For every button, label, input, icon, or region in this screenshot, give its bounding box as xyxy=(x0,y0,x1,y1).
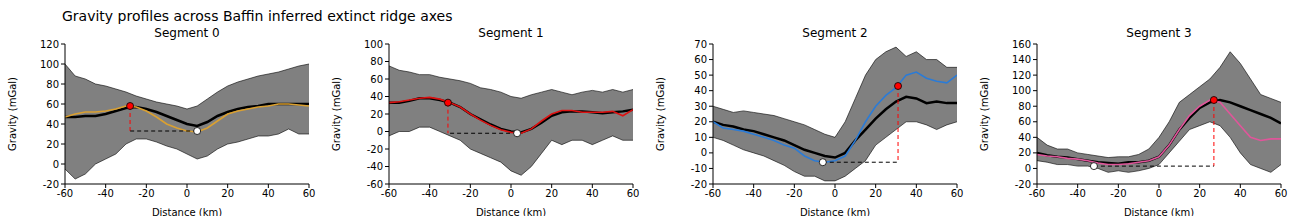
svg-text:160: 160 xyxy=(1012,39,1031,50)
svg-text:Distance (km): Distance (km) xyxy=(1124,207,1194,216)
svg-text:60: 60 xyxy=(1275,188,1288,199)
svg-text:-60: -60 xyxy=(367,179,383,190)
svg-text:20: 20 xyxy=(545,188,558,199)
svg-text:Gravity (mGal): Gravity (mGal) xyxy=(331,77,342,151)
svg-text:60: 60 xyxy=(1018,116,1031,127)
svg-text:60: 60 xyxy=(951,188,964,199)
svg-text:-40: -40 xyxy=(367,161,383,172)
svg-text:40: 40 xyxy=(46,119,59,130)
svg-text:120: 120 xyxy=(1012,70,1031,81)
html-text:Segment 1: Segment 1 xyxy=(478,26,544,40)
svg-text:0: 0 xyxy=(53,159,59,170)
svg-text:80: 80 xyxy=(46,79,59,90)
svg-text:-20: -20 xyxy=(1110,188,1126,199)
svg-text:-20: -20 xyxy=(462,188,478,199)
svg-text:20: 20 xyxy=(46,139,59,150)
svg-text:0: 0 xyxy=(377,126,383,137)
svg-text:80: 80 xyxy=(370,56,383,67)
svg-text:-20: -20 xyxy=(691,179,707,190)
svg-text:Distance (km): Distance (km) xyxy=(800,207,870,216)
svg-text:Distance (km): Distance (km) xyxy=(476,207,546,216)
svg-text:0: 0 xyxy=(1025,163,1031,174)
svg-text:-20: -20 xyxy=(138,188,154,199)
svg-text:40: 40 xyxy=(370,91,383,102)
svg-text:0: 0 xyxy=(701,147,707,158)
svg-text:40: 40 xyxy=(694,85,707,96)
svg-text:0: 0 xyxy=(1156,188,1162,199)
svg-text:30: 30 xyxy=(694,101,707,112)
svg-text:60: 60 xyxy=(370,74,383,85)
svg-text:Gravity (mGal): Gravity (mGal) xyxy=(979,77,990,151)
svg-text:0: 0 xyxy=(508,188,514,199)
svg-text:140: 140 xyxy=(1012,54,1031,65)
svg-text:-20: -20 xyxy=(786,188,802,199)
svg-text:-20: -20 xyxy=(1015,179,1031,190)
svg-text:-10: -10 xyxy=(691,163,707,174)
svg-text:-20: -20 xyxy=(367,144,383,155)
svg-text:40: 40 xyxy=(1018,132,1031,143)
svg-text:20: 20 xyxy=(694,116,707,127)
svg-text:60: 60 xyxy=(303,188,316,199)
svg-text:0: 0 xyxy=(832,188,838,199)
svg-text:60: 60 xyxy=(627,188,640,199)
svg-text:-40: -40 xyxy=(745,188,761,199)
svg-text:100: 100 xyxy=(364,39,383,50)
svg-text:20: 20 xyxy=(1193,188,1206,199)
svg-text:100: 100 xyxy=(40,59,59,70)
html-text:Gravity profiles across Baffin: Gravity profiles across Baffin inferred … xyxy=(62,8,453,24)
svg-text:-60: -60 xyxy=(1029,188,1045,199)
svg-text:40: 40 xyxy=(262,188,275,199)
svg-text:20: 20 xyxy=(370,109,383,120)
svg-text:-40: -40 xyxy=(421,188,437,199)
html-text:Segment 2: Segment 2 xyxy=(802,26,868,40)
svg-text:-40: -40 xyxy=(97,188,113,199)
svg-text:-60: -60 xyxy=(57,188,73,199)
svg-text:Gravity (mGal): Gravity (mGal) xyxy=(8,77,18,151)
svg-text:20: 20 xyxy=(1018,147,1031,158)
svg-text:80: 80 xyxy=(1018,101,1031,112)
svg-text:Gravity (mGal): Gravity (mGal) xyxy=(655,77,666,151)
html-text:Segment 3: Segment 3 xyxy=(1126,26,1192,40)
svg-text:40: 40 xyxy=(1234,188,1247,199)
svg-text:60: 60 xyxy=(46,99,59,110)
svg-text:20: 20 xyxy=(869,188,882,199)
svg-text:0: 0 xyxy=(184,188,190,199)
svg-text:100: 100 xyxy=(1012,85,1031,96)
svg-text:40: 40 xyxy=(586,188,599,199)
svg-text:50: 50 xyxy=(694,70,707,81)
svg-text:-60: -60 xyxy=(705,188,721,199)
svg-text:Distance (km): Distance (km) xyxy=(152,207,222,216)
svg-text:70: 70 xyxy=(694,39,707,50)
svg-text:20: 20 xyxy=(221,188,234,199)
svg-text:-40: -40 xyxy=(1069,188,1085,199)
svg-text:60: 60 xyxy=(694,54,707,65)
html-text:Segment 0: Segment 0 xyxy=(154,26,220,40)
svg-text:40: 40 xyxy=(910,188,923,199)
svg-text:10: 10 xyxy=(694,132,707,143)
svg-text:-60: -60 xyxy=(381,188,397,199)
svg-text:120: 120 xyxy=(40,39,59,50)
svg-text:-20: -20 xyxy=(43,179,59,190)
